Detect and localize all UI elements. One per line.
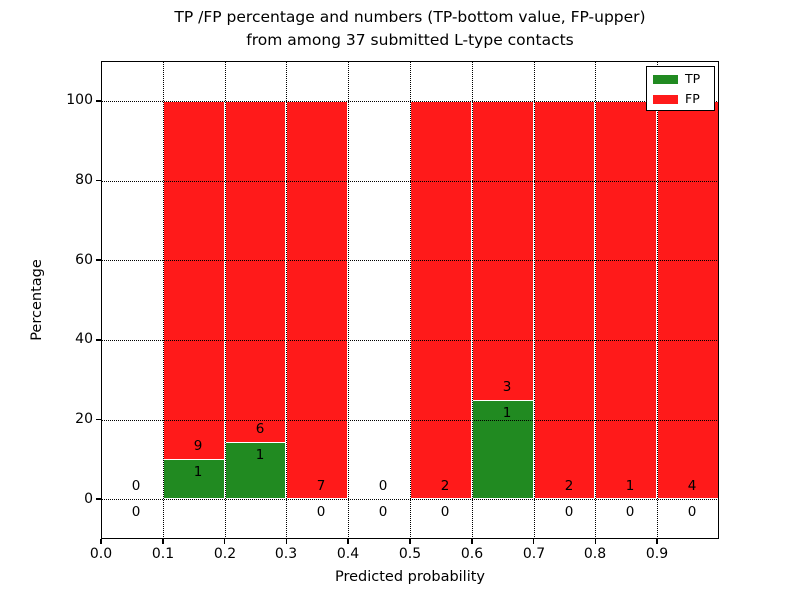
y-tick-mark <box>96 179 101 182</box>
legend: TP FP <box>646 66 715 111</box>
tp-count-label: 0 <box>440 504 450 520</box>
fp-count-label: 9 <box>193 438 203 454</box>
tp-bar-segment <box>472 400 534 499</box>
tp-legend-swatch-icon <box>653 74 678 84</box>
v-gridline <box>225 61 226 539</box>
fp-count-label: 3 <box>502 379 512 395</box>
plot-area: 0 0 9 1 6 1 7 0 0 0 2 0 3 1 2 0 1 0 4 0 <box>101 61 719 539</box>
tp-count-label: 0 <box>687 504 697 520</box>
x-tick-label: 0.6 <box>460 546 484 562</box>
v-gridline <box>472 61 473 539</box>
chart-title-line1: TP /FP percentage and numbers (TP-bottom… <box>174 8 646 26</box>
tp-count-label: 0 <box>316 504 326 520</box>
fp-count-label: 6 <box>255 421 265 437</box>
x-tick-mark <box>409 539 411 544</box>
fp-count-label: 2 <box>440 478 450 494</box>
v-gridline <box>348 61 349 539</box>
x-tick-label: 0.8 <box>583 546 607 562</box>
x-tick-label: 0.9 <box>645 546 669 562</box>
tp-count-label: 0 <box>131 504 141 520</box>
y-tick-mark <box>96 498 101 500</box>
y-tick-mark <box>96 418 101 421</box>
y-tick-label: 40 <box>75 331 93 347</box>
y-tick-label: 0 <box>84 491 93 507</box>
fp-legend-swatch-icon <box>653 94 678 104</box>
x-tick-mark <box>100 539 102 544</box>
chart-title-line2: from among 37 submitted L-type contacts <box>246 31 574 49</box>
x-tick-label: 0.5 <box>398 546 422 562</box>
x-tick-mark <box>471 539 473 544</box>
y-tick-mark <box>96 100 101 102</box>
x-tick-mark <box>594 539 597 544</box>
x-tick-mark <box>162 539 164 544</box>
v-gridline <box>534 61 535 539</box>
y-tick-label: 80 <box>75 172 93 188</box>
tp-count-label: 0 <box>378 504 388 520</box>
v-gridline <box>595 61 596 539</box>
fp-count-label: 1 <box>625 478 635 494</box>
x-tick-mark <box>532 539 535 544</box>
x-axis-label: Predicted probability <box>334 569 486 585</box>
gridlines-layer <box>101 61 719 539</box>
y-tick-label: 60 <box>75 252 93 268</box>
bar-labels-layer: 0 0 9 1 6 1 7 0 0 0 2 0 3 1 2 0 1 0 4 0 <box>101 61 719 539</box>
fp-bar-segment <box>410 101 472 499</box>
bars-layer <box>101 61 719 539</box>
y-tick-label: 20 <box>75 411 93 427</box>
fp-bar-segment <box>595 101 657 499</box>
tp-count-label: 1 <box>255 447 265 463</box>
x-tick-label: 0.1 <box>151 546 175 562</box>
x-tick-mark <box>285 539 288 544</box>
fp-count-label: 7 <box>316 478 326 494</box>
x-tick-label: 0.7 <box>522 546 546 562</box>
y-tick-mark <box>96 259 101 261</box>
legend-item-fp: FP <box>653 92 708 106</box>
fp-count-label: 4 <box>687 478 697 494</box>
fp-count-label: 0 <box>131 478 141 494</box>
x-tick-label: 0.4 <box>336 546 360 562</box>
fp-count-label: 0 <box>378 478 388 494</box>
tp-count-label: 0 <box>625 504 635 520</box>
tp-count-label: 1 <box>193 464 203 480</box>
chart-title: TP /FP percentage and numbers (TP-bottom… <box>101 6 719 52</box>
v-gridline <box>286 61 287 539</box>
x-tick-label: 0.3 <box>274 546 298 562</box>
fp-count-label: 2 <box>564 478 574 494</box>
v-gridline <box>163 61 164 539</box>
tp-count-label: 0 <box>564 504 574 520</box>
tp-bar-segment <box>225 442 286 499</box>
legend-item-tp: TP <box>653 72 708 86</box>
fp-legend-label: FP <box>685 91 700 106</box>
x-tick-label: 0.2 <box>213 546 237 562</box>
y-axis-label: Percentage <box>29 259 45 341</box>
v-gridline <box>410 61 411 539</box>
x-tick-mark <box>656 539 658 544</box>
x-tick-label: 0.0 <box>89 546 113 562</box>
x-tick-mark <box>223 539 226 544</box>
y-tick-label: 100 <box>66 92 93 108</box>
tp-bar-segment <box>163 459 225 499</box>
v-gridline <box>657 61 658 539</box>
y-tick-mark <box>96 339 101 341</box>
tp-legend-label: TP <box>685 71 701 86</box>
x-tick-mark <box>347 539 349 544</box>
tp-count-label: 1 <box>502 405 512 421</box>
